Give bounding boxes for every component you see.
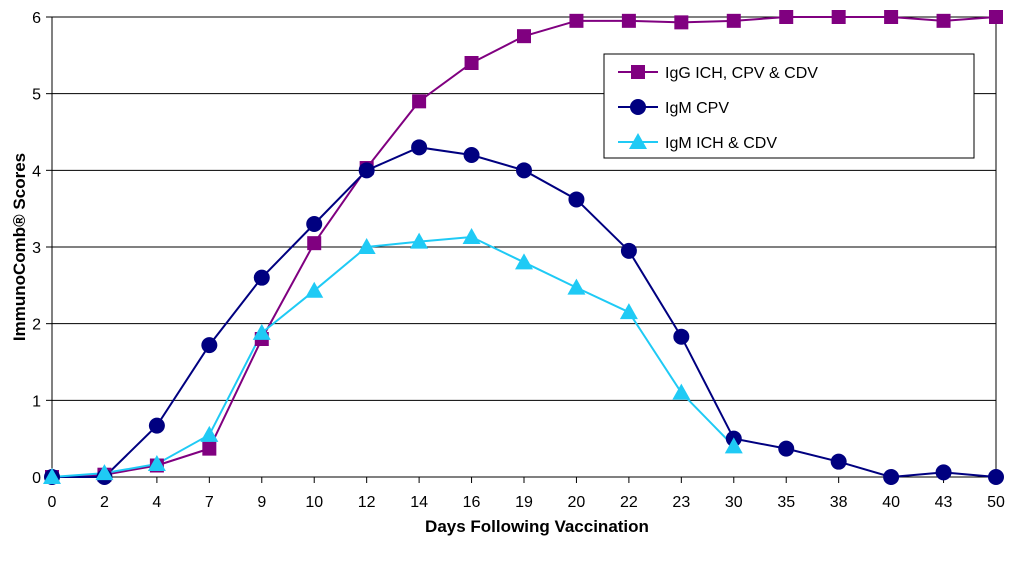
data-point [148,417,165,434]
x-tick-label: 20 [568,494,586,511]
x-tick-label: 16 [463,494,481,511]
data-point [830,453,847,470]
data-point [516,162,532,179]
data-point [515,253,533,270]
data-point [883,469,900,485]
x-tick-label: 10 [305,494,323,511]
data-point [567,278,586,295]
data-point [202,441,217,456]
legend: IgG ICH, CPV & CDV IgM CPV IgM ICH & CDV [603,53,975,159]
x-tick-label: 43 [935,494,953,511]
data-point [201,337,218,354]
series-line [51,236,735,478]
data-point [620,242,637,259]
y-tick-label: 0 [32,470,41,487]
data-point [462,228,481,245]
y-tick-label: 5 [32,87,41,104]
legend-label: IgG ICH, CPV & CDV [665,65,818,82]
y-tick-label: 1 [32,393,41,410]
data-point [674,15,689,30]
x-tick-label: 7 [205,494,214,511]
y-tick-label: 3 [32,240,41,257]
x-tick-label: 2 [100,494,109,511]
legend-label: IgM CPV [665,100,729,117]
data-point [988,469,1004,485]
data-point [935,464,952,481]
data-point [779,10,794,24]
data-point [95,464,114,481]
data-point [569,13,584,28]
legend-marker [631,65,645,79]
data-point [831,10,846,24]
legend-marker [630,99,646,115]
data-point [672,383,691,400]
x-tick-label: 40 [882,494,900,511]
data-point [43,468,61,484]
x-tick-label: 0 [48,494,57,511]
y-tick-label: 6 [32,10,41,27]
data-point [358,162,375,179]
data-point [778,440,795,457]
y-tick-label: 4 [32,163,41,180]
data-point [621,13,636,28]
y-tick-label: 2 [32,317,41,334]
data-point [410,232,429,249]
series-markers [43,10,1004,485]
data-point [411,139,428,156]
x-tick-label: 50 [987,494,1005,511]
x-tick-label: 12 [358,494,376,511]
data-point [305,281,324,298]
axes [51,477,997,483]
data-point [253,269,270,286]
x-tick-label: 30 [725,494,743,511]
legend-box [603,53,975,159]
data-point [357,238,376,254]
data-point [936,13,951,28]
data-point [200,425,219,442]
legend-marker [629,133,647,149]
data-point [306,216,323,232]
data-point [412,94,427,109]
x-tick-label: 35 [777,494,795,511]
x-tick-label: 38 [830,494,848,511]
data-point [568,191,585,208]
data-point [252,323,271,340]
x-tick-label: 19 [515,494,533,511]
y-axis-title: ImmunoComb® Scores [10,153,29,341]
x-tick-label: 22 [620,494,638,511]
x-tick-label: 4 [152,494,161,511]
x-axis-title: Days Following Vaccination [425,517,649,536]
x-tick-labels: 0 2 4 7 9 10 12 14 16 19 20 22 23 30 35 38 40 43 50 [48,494,1005,511]
data-point [517,29,531,44]
y-tick-labels: 0 1 2 3 4 5 6 [32,10,41,487]
x-tick-label: 23 [672,494,690,511]
data-point [724,437,743,454]
x-tick-label: 14 [410,494,428,511]
data-point [147,454,166,471]
data-point [307,236,322,251]
data-point [619,303,638,320]
data-point [463,147,480,163]
data-point [464,56,479,70]
data-point [884,10,899,24]
data-point [989,10,1003,24]
x-tick-label: 9 [257,494,266,511]
data-point [726,13,741,28]
legend-label: IgM ICH & CDV [665,135,777,152]
data-point [673,328,690,345]
